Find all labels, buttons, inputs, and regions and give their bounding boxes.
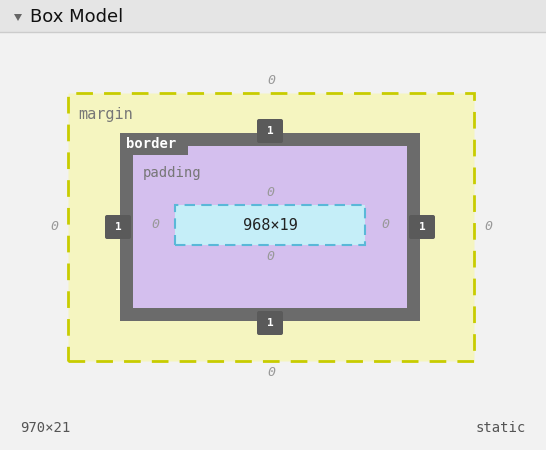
Text: 0: 0 [381, 219, 389, 231]
Text: 0: 0 [151, 219, 159, 231]
Text: 970×21: 970×21 [20, 421, 70, 435]
Text: border: border [126, 137, 176, 151]
FancyBboxPatch shape [409, 215, 435, 239]
Text: 1: 1 [266, 126, 274, 136]
Bar [68, 93, 474, 361]
Text: 0: 0 [484, 220, 492, 234]
Bar [133, 146, 407, 308]
Polygon shape [14, 14, 22, 21]
Text: padding: padding [143, 166, 201, 180]
Bar [120, 133, 420, 321]
Text: 968×19: 968×19 [242, 217, 298, 233]
Text: static: static [476, 421, 526, 435]
Text: 0: 0 [50, 220, 58, 234]
Text: 0: 0 [266, 186, 274, 199]
Bar [120, 133, 188, 155]
FancyBboxPatch shape [257, 119, 283, 143]
FancyBboxPatch shape [257, 311, 283, 335]
Bar [175, 205, 365, 245]
Text: 0: 0 [266, 251, 274, 264]
Text: 1: 1 [115, 222, 121, 232]
FancyBboxPatch shape [105, 215, 131, 239]
Bar [0, 0, 546, 32]
Text: 1: 1 [266, 318, 274, 328]
Text: 1: 1 [419, 222, 425, 232]
Text: 0: 0 [267, 75, 275, 87]
Text: margin: margin [78, 108, 133, 122]
Text: Box Model: Box Model [30, 8, 123, 26]
Text: 0: 0 [267, 366, 275, 379]
